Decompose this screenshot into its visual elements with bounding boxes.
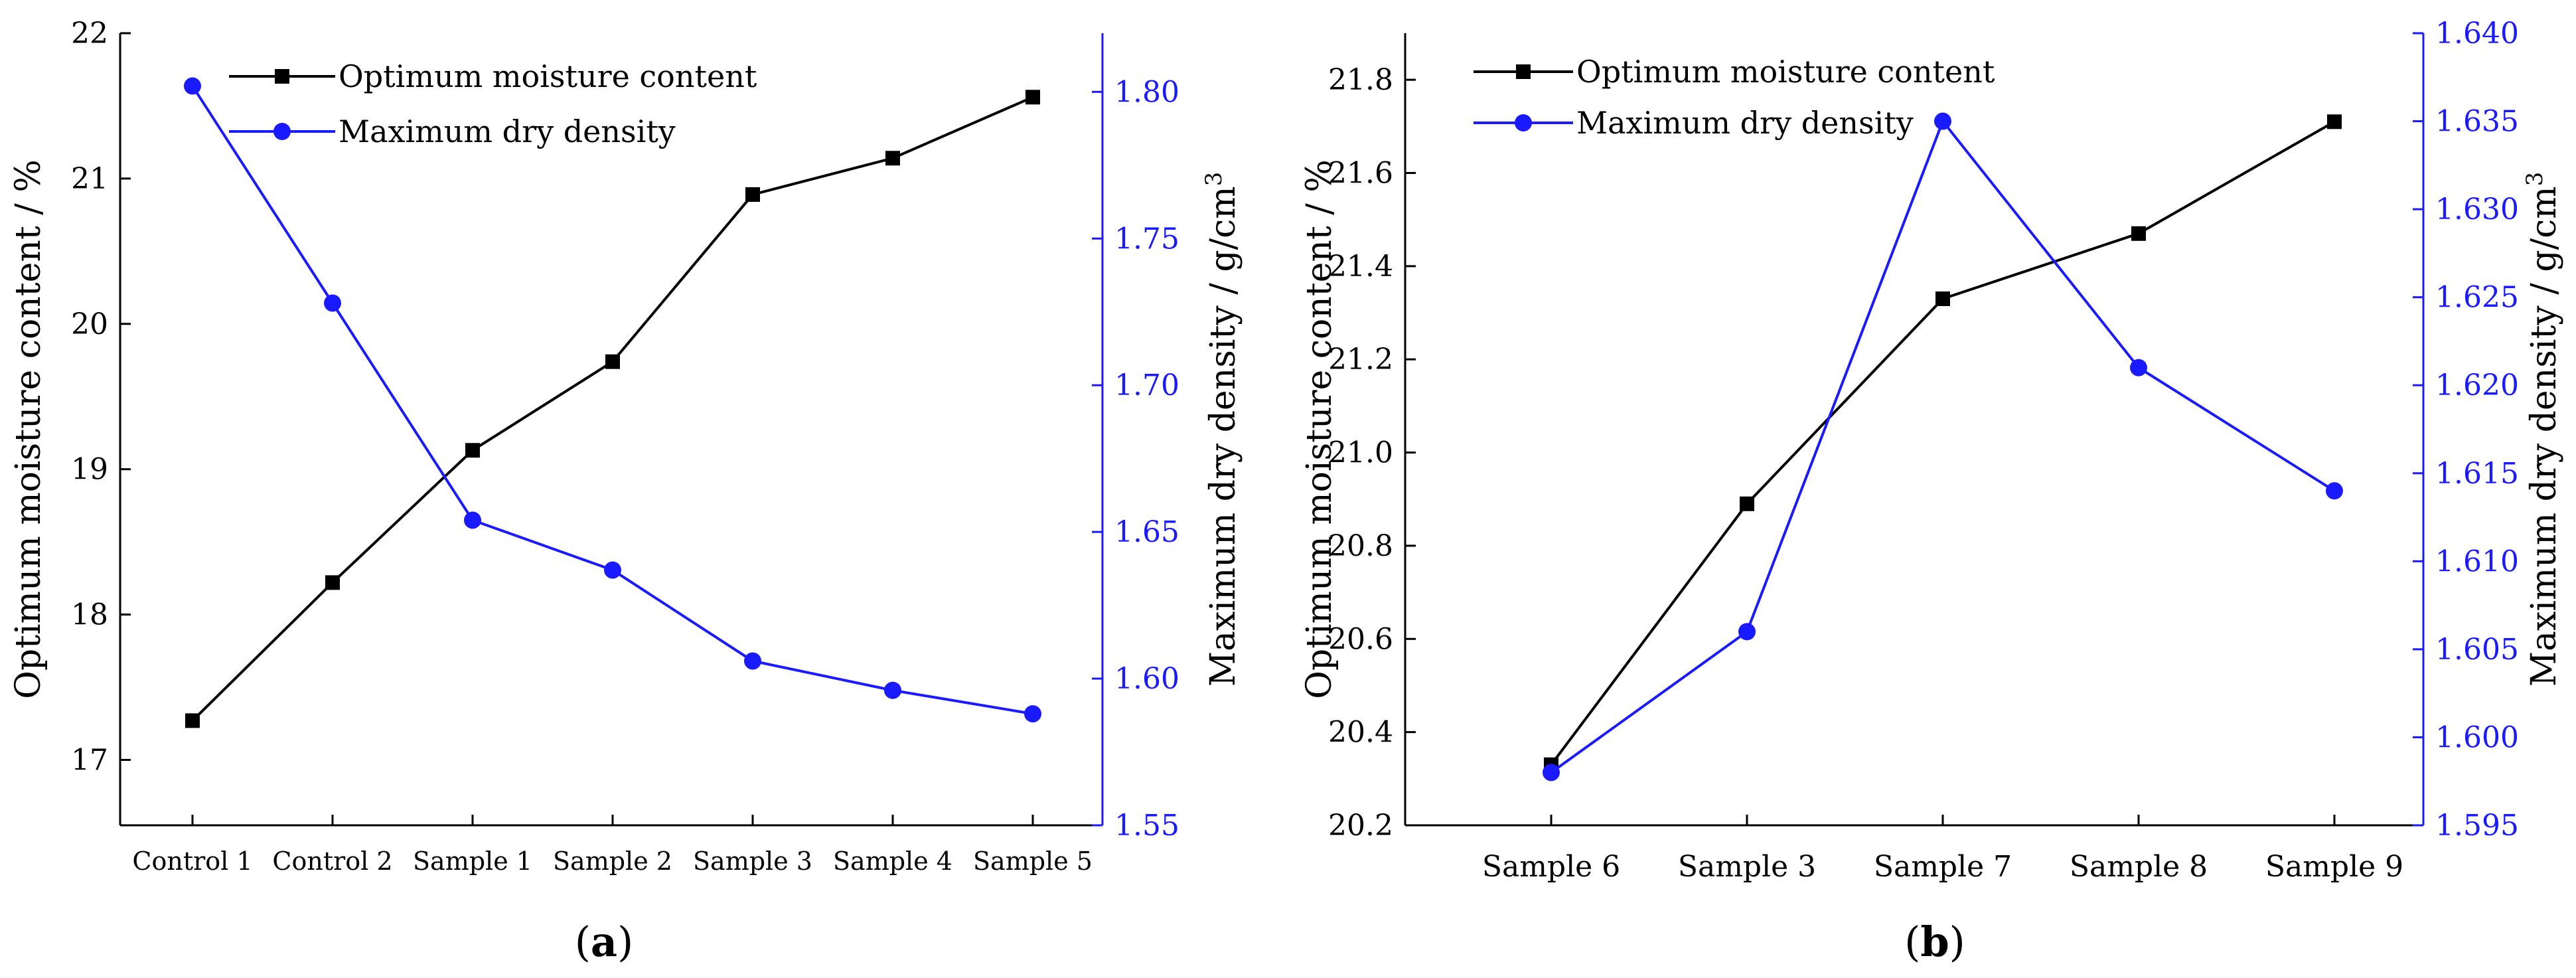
density-data-point — [464, 511, 481, 529]
right-y-tick-label: 1.75 — [1114, 222, 1179, 256]
density-data-point — [744, 652, 761, 670]
moisture-data-point — [2327, 114, 2342, 129]
left-y-axis-title: Optimum moisture content / % — [1300, 159, 1339, 699]
x-tick-label: Sample 2 — [553, 847, 672, 876]
x-tick-label: Sample 3 — [693, 847, 812, 876]
moisture-data-point — [885, 151, 900, 166]
x-tick-label: Sample 5 — [973, 847, 1093, 876]
moisture-series-line — [1550, 120, 2335, 766]
legend-marker-circle — [273, 123, 291, 140]
panel-label-letter: b — [1920, 918, 1949, 966]
left-y-tick-label: 21.4 — [1328, 250, 1393, 284]
x-tick-label: Sample 4 — [833, 847, 952, 876]
x-tick-label: Sample 7 — [1874, 850, 2012, 884]
right-y-tick-label: 1.600 — [2435, 720, 2519, 754]
chart-panel-a: 17 18 19 20 21 22 1.55 1.60 1.65 1.70 1.75 1.80 Cont… — [9, 17, 1243, 966]
right-y-tick-label: 1.595 — [2435, 809, 2519, 843]
density-data-point — [1738, 623, 1756, 641]
moisture-data-point — [465, 443, 480, 458]
right-y-axis-title-superscript: 3 — [2522, 172, 2548, 187]
moisture-data-point — [325, 575, 340, 590]
panel-label-letter: a — [591, 918, 617, 966]
right-y-tick-label: 1.65 — [1114, 515, 1179, 549]
density-series-line — [1550, 118, 2336, 774]
right-y-tick-label: 1.640 — [2435, 17, 2519, 50]
legend-label: Optimum moisture content — [1576, 54, 1995, 90]
right-y-axis-title-superscript: 3 — [1201, 172, 1227, 187]
right-y-axis-title: Maximum dry density / g/cm3 — [2522, 172, 2564, 687]
density-data-point — [1024, 705, 1041, 723]
x-tick-label: Control 2 — [272, 847, 392, 876]
left-y-tick-label: 20.4 — [1328, 716, 1393, 750]
panel-label-open-paren: ( — [1904, 918, 1920, 966]
left-y-tick-label: 21.0 — [1328, 436, 1393, 470]
panel-label-close-paren: ) — [1949, 918, 1965, 966]
left-y-tick-label: 22 — [71, 17, 108, 50]
density-data-point — [1934, 112, 1951, 130]
panel-label: (b) — [1904, 918, 1965, 966]
right-y-tick-label: 1.615 — [2435, 457, 2519, 491]
density-data-point — [2326, 482, 2343, 500]
legend-marker-square — [275, 69, 289, 84]
density-data-point — [324, 294, 341, 312]
left-y-tick-label: 21.2 — [1328, 343, 1393, 376]
moisture-data-point — [745, 187, 760, 202]
left-y-tick-label: 19 — [71, 453, 108, 487]
legend-label: Maximum dry density — [339, 114, 676, 149]
chart-panel-b: 20.2 20.4 20.6 20.8 21.0 21.2 21.4 21.6 21.8 1.59… — [1300, 17, 2564, 966]
left-y-tick-label: 21.8 — [1328, 63, 1393, 97]
left-y-tick-label: 18 — [71, 598, 108, 632]
moisture-data-point — [1025, 90, 1040, 105]
left-y-tick-label: 20.2 — [1328, 809, 1393, 843]
panel-label-close-paren: ) — [617, 918, 633, 966]
right-y-tick-label: 1.630 — [2435, 193, 2519, 226]
left-y-tick-label: 20.6 — [1328, 622, 1393, 656]
left-y-tick-label: 20.8 — [1328, 529, 1393, 563]
density-data-point — [2130, 359, 2147, 376]
density-series-line — [191, 85, 1033, 716]
density-data-point — [604, 561, 621, 579]
right-y-tick-label: 1.635 — [2435, 105, 2519, 139]
left-y-tick-label: 20 — [71, 307, 108, 341]
right-y-axis-title-main: Maximum dry density / g/cm — [1203, 186, 1243, 687]
right-y-tick-label: 1.55 — [1114, 809, 1179, 843]
x-tick-label: Sample 1 — [413, 847, 532, 876]
left-y-axis-title: Optimum moisture content / % — [9, 159, 48, 699]
density-data-point — [184, 77, 201, 95]
x-tick-label: Control 1 — [132, 847, 252, 876]
right-y-tick-label: 1.625 — [2435, 281, 2519, 315]
moisture-data-point — [605, 354, 620, 369]
panel-label: (a) — [575, 918, 634, 966]
density-data-point — [884, 681, 901, 699]
right-y-tick-label: 1.70 — [1114, 368, 1179, 402]
legend-label: Maximum dry density — [1576, 105, 1914, 141]
moisture-series-line — [191, 96, 1033, 722]
legend-marker-square — [1516, 64, 1531, 79]
x-tick-label: Sample 9 — [2265, 850, 2403, 884]
right-y-tick-label: 1.60 — [1114, 662, 1179, 696]
moisture-data-point — [185, 713, 200, 728]
right-y-tick-label: 1.620 — [2435, 368, 2519, 402]
x-tick-label: Sample 3 — [1678, 850, 1816, 884]
left-y-tick-label: 17 — [71, 743, 108, 777]
panel-label-open-paren: ( — [575, 918, 591, 966]
legend-label: Optimum moisture content — [339, 58, 757, 94]
moisture-data-point — [2131, 226, 2146, 241]
right-y-tick-label: 1.80 — [1114, 75, 1179, 109]
x-tick-label: Sample 6 — [1482, 850, 1620, 884]
x-tick-label: Sample 8 — [2070, 850, 2208, 884]
right-y-tick-label: 1.610 — [2435, 544, 2519, 578]
moisture-data-point — [1740, 496, 1754, 511]
right-y-axis-title-main: Maximum dry density / g/cm — [2524, 186, 2564, 687]
moisture-data-point — [1935, 291, 1950, 307]
density-data-point — [1543, 764, 1560, 781]
right-y-tick-label: 1.605 — [2435, 633, 2519, 667]
left-y-tick-label: 21.6 — [1328, 157, 1393, 191]
right-y-axis-title: Maximum dry density / g/cm3 — [1201, 172, 1243, 687]
legend-marker-circle — [1515, 114, 1532, 131]
left-y-tick-label: 21 — [71, 162, 108, 196]
